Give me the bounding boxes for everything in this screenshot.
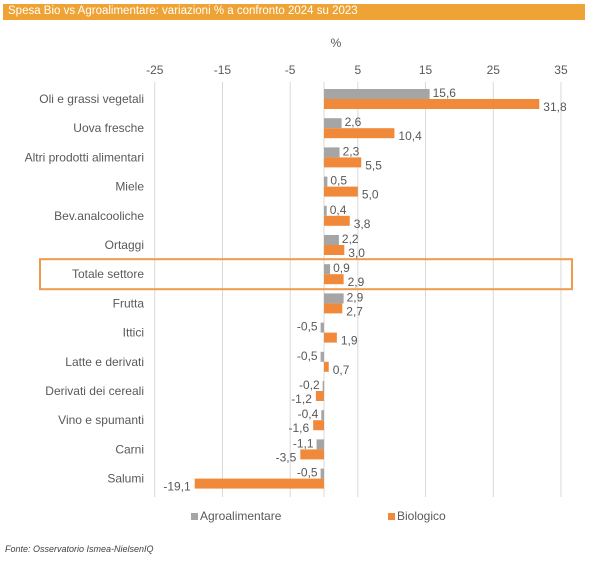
bar-agroalimentare [324,264,331,275]
bar-agroalimentare [321,410,324,421]
legend-label-biologico: Biologico [397,509,446,523]
bar-agroalimentare [316,439,324,450]
bar-biologico [194,478,324,489]
category-label: Vino e spumanti [58,413,144,427]
data-labels: 15,631,82,610,42,35,50,55,00,43,82,23,00… [163,86,567,494]
bar-agroalimentare [324,235,339,245]
bar-agroalimentare [324,176,328,187]
category-label: Frutta [113,296,145,310]
data-label-agroalimentare: 2,9 [347,290,364,304]
bar-biologico [324,274,344,285]
bar-biologico [324,332,337,343]
bar-biologico [324,303,343,314]
category-label: Ittici [123,326,144,340]
x-tick-label: 5 [355,63,362,77]
data-label-agroalimentare: -0,5 [297,320,318,334]
x-tick-labels: -25 -15 -5 5 15 25 35 [146,63,568,77]
data-label-biologico: 3,0 [348,246,365,260]
data-label-biologico: 31,8 [543,100,567,114]
category-label: Miele [115,180,144,194]
bar-agroalimentare [324,118,342,129]
x-tick-label: -25 [146,63,164,77]
data-label-agroalimentare: -1,1 [293,436,314,450]
chart-title-bar: Spesa Bio vs Agroalimentare: variazioni … [3,4,585,20]
data-label-biologico: -19,1 [163,480,191,494]
data-label-agroalimentare: -0,4 [298,407,319,421]
data-label-agroalimentare: 0,9 [333,261,350,275]
category-label: Carni [115,442,144,456]
x-tick-label: -5 [285,63,296,77]
bar-chart: % -25 -15 -5 5 15 25 35 Oli e grassi vegetali U… [25,36,573,523]
data-label-biologico: 3,8 [354,217,371,231]
bar-biologico [324,361,329,372]
category-label: Oli e grassi vegetali [39,92,144,106]
bar-agroalimentare [320,351,324,362]
category-labels: Oli e grassi vegetali Uova fresche Altri p… [25,92,145,486]
bar-biologico [324,128,395,139]
bar-biologico [300,449,324,460]
bar-agroalimentare [324,293,344,304]
unit-label: % [331,36,342,50]
legend-swatch-agroalimentare [191,513,198,520]
data-label-biologico: 5,0 [362,188,379,202]
legend-label-agroalimentare: Agroalimentare [200,509,282,523]
x-tick-label: -15 [214,63,232,77]
bar-biologico [324,99,540,109]
bar-agroalimentare [320,468,324,479]
data-label-biologico: -1,2 [291,392,312,406]
x-tick-label: 25 [487,63,501,77]
category-label: Altri prodotti alimentari [25,150,144,164]
legend-swatch-biologico [388,513,395,520]
legend: Agroalimentare Biologico [191,509,446,523]
data-label-agroalimentare: -0,2 [299,378,320,392]
chart-title: Spesa Bio vs Agroalimentare: variazioni … [8,5,358,17]
data-label-biologico: -3,5 [276,450,297,464]
data-label-agroalimentare: -0,5 [297,466,318,480]
data-label-agroalimentare: 0,5 [330,174,347,188]
data-label-biologico: -1,6 [288,421,309,435]
data-label-biologico: 5,5 [365,158,382,172]
bar-biologico [324,157,362,168]
bar-biologico [324,245,345,255]
category-label: Ortaggi [105,238,144,252]
category-label: Uova fresche [73,121,144,135]
category-label: Salumi [107,472,144,486]
source-note: Fonte: Osservatorio Ismea-NielsenIQ [5,544,154,554]
bar-agroalimentare [324,147,340,158]
data-label-agroalimentare: -0,5 [297,349,318,363]
data-label-agroalimentare: 2,6 [345,115,362,129]
bar-agroalimentare [324,89,430,99]
bar-biologico [324,186,358,197]
bar-biologico [324,215,350,226]
category-label: Latte e derivati [65,355,144,369]
data-label-biologico: 1,9 [341,334,358,348]
data-label-biologico: 2,7 [346,304,363,318]
x-tick-label: 35 [554,63,568,77]
data-label-biologico: 2,9 [348,275,365,289]
x-tick-label: 15 [419,63,433,77]
highlight-box-totale-settore [39,258,573,291]
bar-biologico [313,420,324,431]
data-label-biologico: 10,4 [398,129,422,143]
bar-agroalimentare [324,205,327,216]
category-label: Derivati dei cereali [45,384,144,398]
data-label-agroalimentare: 0,4 [330,203,347,217]
category-label: Bev.analcooliche [54,209,144,223]
data-label-agroalimentare: 2,2 [342,232,359,246]
bars [194,89,540,489]
data-label-biologico: 0,7 [333,363,350,377]
bar-agroalimentare [320,322,324,333]
bar-agroalimentare [322,381,325,391]
data-label-agroalimentare: 15,6 [433,86,457,100]
bar-biologico [315,391,324,401]
data-label-agroalimentare: 2,3 [343,144,360,158]
category-label: Totale settore [72,267,144,281]
